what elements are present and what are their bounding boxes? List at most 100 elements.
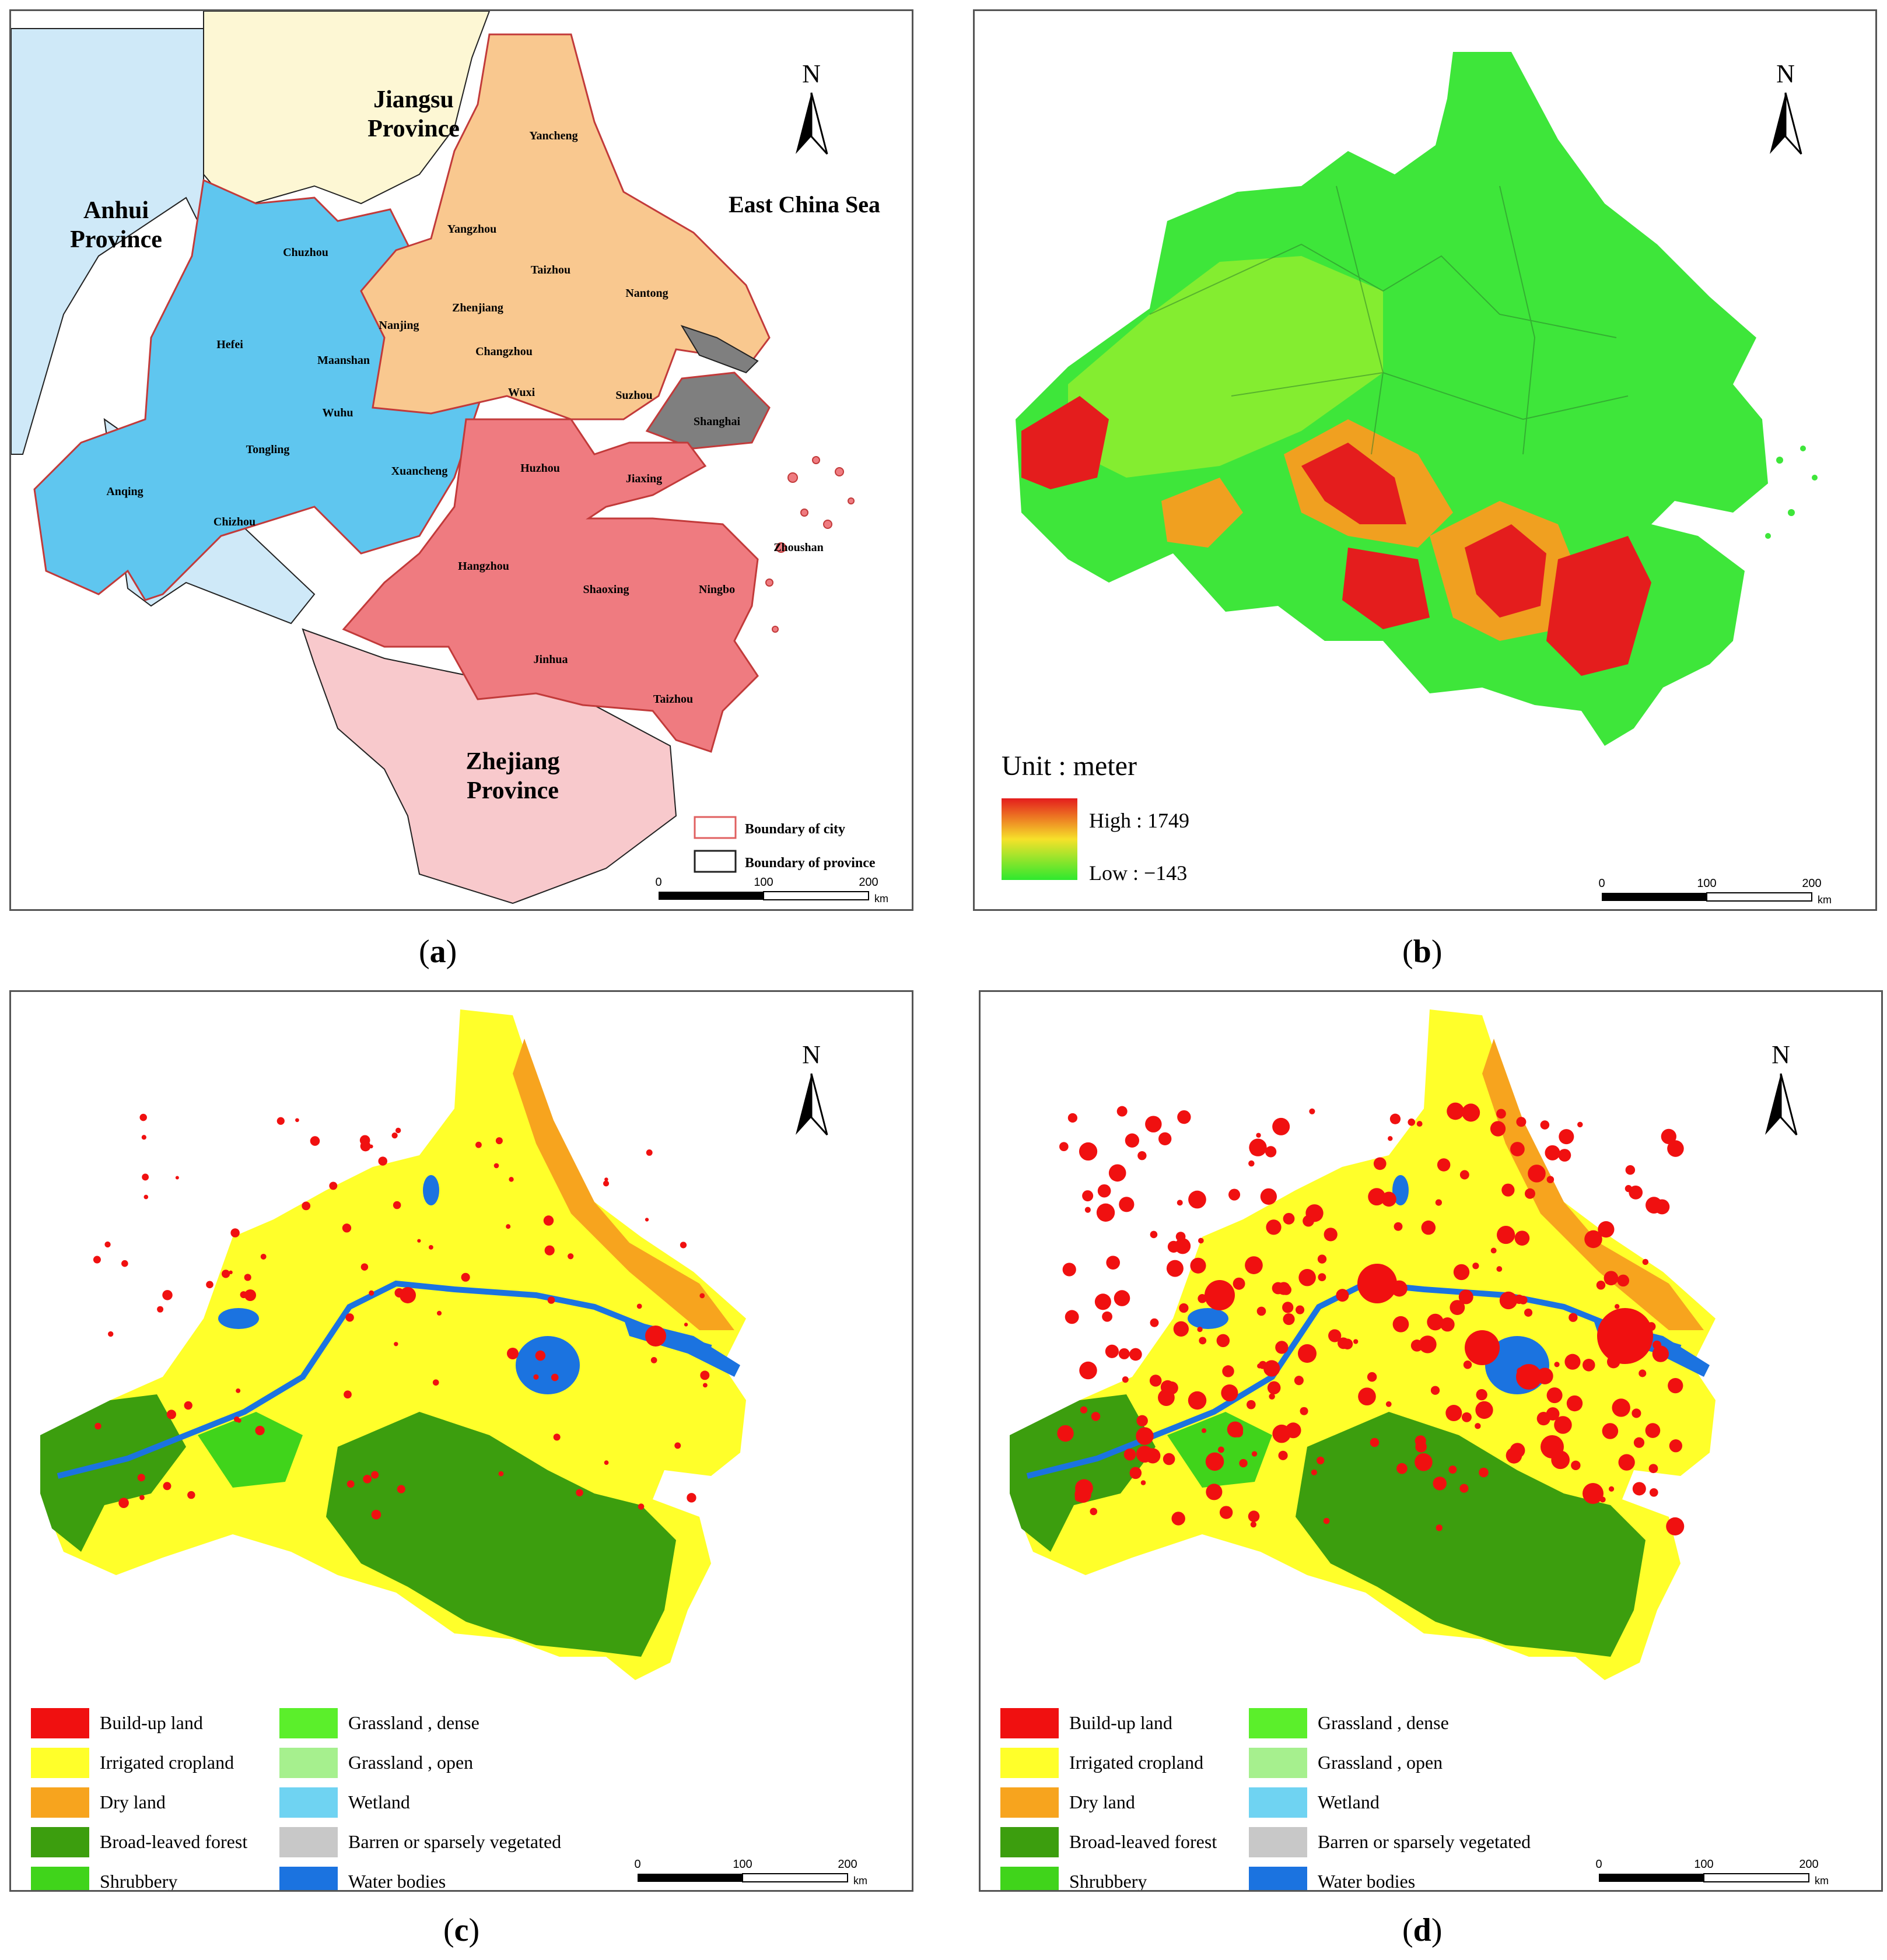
anhui-province-label-2: Province	[70, 226, 162, 253]
anhui-province-label-1: Anhui	[83, 197, 149, 224]
city-label-ningbo: Ningbo	[699, 583, 735, 596]
city-label-xuancheng: Xuancheng	[391, 465, 448, 478]
landcover-city-blob-0	[1597, 1308, 1653, 1364]
landcover-forest-west	[1010, 1394, 1156, 1552]
landcover-city-blob-2	[1205, 1280, 1235, 1310]
scale-tick-0: 0	[655, 876, 661, 889]
legend-label-0: Build-up land	[1069, 1712, 1172, 1733]
scale-bar-black-segment	[638, 1874, 743, 1882]
scale-tick-1: 100	[1694, 1858, 1713, 1871]
panel-c-landcover-map: N Build-up land Irrigated cropland Dry land…	[9, 990, 913, 1892]
scale-bar-white-segment	[742, 1873, 848, 1882]
north-letter: N	[802, 1040, 821, 1069]
legend-swatch-7	[1249, 1787, 1307, 1818]
legend-label-3: Broad-leaved forest	[100, 1831, 247, 1852]
city-label-nantong: Nantong	[625, 287, 668, 300]
landcover-forest-south	[326, 1412, 676, 1657]
legend-label-7: Wetland	[348, 1791, 410, 1812]
scale-bar-white-segment	[1706, 892, 1812, 902]
city-label-shanghai: Shanghai	[694, 415, 740, 428]
scale-tick-2: 200	[1799, 1858, 1818, 1871]
landcover-legend: Build-up land Irrigated cropland Dry land B…	[1000, 1708, 1531, 1892]
elevation-islands	[1765, 446, 1818, 539]
north-letter: N	[802, 59, 821, 88]
legend-swatch-6	[1249, 1748, 1307, 1778]
landcover-forest-west	[40, 1394, 186, 1552]
elevation-low-label: Low : −143	[1089, 861, 1187, 885]
legend-label-2: Dry land	[1069, 1791, 1135, 1812]
elevation-unit-label: Unit : meter	[1002, 751, 1137, 781]
landcover-hongze-lake	[423, 1175, 439, 1205]
legend-swatch-3	[1000, 1827, 1059, 1857]
legend-label-9: Water bodies	[348, 1871, 446, 1892]
landcover-forest-south	[1296, 1412, 1646, 1657]
panel-d-landcover-map: N Build-up land Irrigated cropland Dry land…	[979, 990, 1883, 1892]
panel-a-city-map: Jiangsu Province Anhui Province Zhejiang…	[9, 9, 913, 911]
landcover-city-blob-0	[645, 1326, 666, 1347]
landcover-hongze-lake	[1392, 1175, 1409, 1205]
legend-swatch-0	[1000, 1708, 1059, 1738]
scale-unit: km	[1815, 1875, 1829, 1887]
landcover-city-blob-2	[244, 1289, 256, 1301]
landcover-city-blob-1	[1357, 1264, 1397, 1303]
landcover-city-blob-1	[400, 1287, 416, 1303]
city-label-taizhou: Taizhou	[653, 693, 693, 706]
caption-d: (d)	[1402, 1912, 1443, 1948]
caption-a: (a)	[419, 934, 457, 970]
legend-swatch-2	[31, 1787, 89, 1818]
scale-bar: 0 100 200 km	[655, 876, 888, 904]
elevation-highlands	[1021, 396, 1651, 676]
elevation-color-ramp	[1002, 798, 1077, 880]
city-label-maanshan: Maanshan	[317, 354, 370, 367]
legend-swatch-8	[1249, 1827, 1307, 1857]
legend-label-5: Grassland , dense	[348, 1712, 479, 1733]
jiangsu-cities-area	[360, 33, 771, 420]
elevation-high-label: High : 1749	[1089, 809, 1189, 832]
caption-c: (c)	[443, 1912, 480, 1948]
city-label-zhenjiang: Zhenjiang	[452, 301, 503, 314]
legend-swatch-3	[31, 1827, 89, 1857]
legend-swatch-9	[1249, 1867, 1307, 1890]
boundary-legend: Boundary of city Boundary of province	[694, 816, 876, 873]
caption-b: (b)	[1402, 934, 1443, 970]
scale-bar: 0 100 200 km	[1595, 1858, 1829, 1887]
legend-label-8: Barren or sparsely vegetated	[1318, 1831, 1531, 1852]
city-label-hefei: Hefei	[216, 338, 243, 351]
north-arrow: N	[796, 1040, 828, 1136]
legend-swatch-4	[31, 1867, 89, 1890]
city-label-yangzhou: Yangzhou	[447, 223, 496, 236]
zhejiang-province-label-1: Zhejiang	[465, 748, 559, 775]
landcover-city-blob-7	[1298, 1344, 1317, 1363]
scale-bar-white-segment	[763, 891, 869, 900]
legend-swatch-0	[31, 1708, 89, 1738]
landcover-shrubbery	[198, 1412, 303, 1488]
landcover-dryland-coast	[513, 1039, 734, 1330]
city-label-hangzhou: Hangzhou	[458, 560, 509, 573]
scale-bar-black-segment	[1602, 893, 1707, 901]
city-label-jiaxing: Jiaxing	[626, 472, 662, 485]
shanghai-area	[645, 371, 771, 450]
city-labels: Yancheng Yangzhou Taizhou Nantong Chuzhou Nan…	[106, 129, 824, 706]
legend-swatch-8	[279, 1827, 338, 1857]
city-label-chuzhou: Chuzhou	[283, 246, 328, 259]
legend-label-6: Grassland , open	[1318, 1752, 1443, 1773]
legend-swatch-4	[1000, 1867, 1059, 1890]
scale-tick-2: 200	[1802, 877, 1821, 890]
north-arrow: N	[796, 59, 828, 155]
legend-swatch-1	[1000, 1748, 1059, 1778]
chongming-island	[680, 325, 759, 374]
zhejiang-province-label-2: Province	[467, 777, 559, 804]
legend-label-8: Barren or sparsely vegetated	[348, 1831, 561, 1852]
city-label-anqing: Anqing	[106, 485, 143, 498]
scale-tick-0: 0	[1595, 1858, 1602, 1871]
legend-label-4: Shrubbery	[1069, 1871, 1147, 1892]
legend-label-6: Grassland , open	[348, 1752, 473, 1773]
legend-city-label: Boundary of city	[745, 822, 845, 837]
legend-label-3: Broad-leaved forest	[1069, 1831, 1217, 1852]
legend-label-4: Shrubbery	[100, 1871, 177, 1892]
city-label-chizhou: Chizhou	[213, 516, 255, 528]
legend-label-0: Build-up land	[100, 1712, 203, 1733]
city-label-yancheng: Yancheng	[529, 129, 577, 142]
landcover-chaohu-lake	[1188, 1308, 1228, 1329]
jiangsu-province-label-2: Province	[367, 115, 460, 142]
